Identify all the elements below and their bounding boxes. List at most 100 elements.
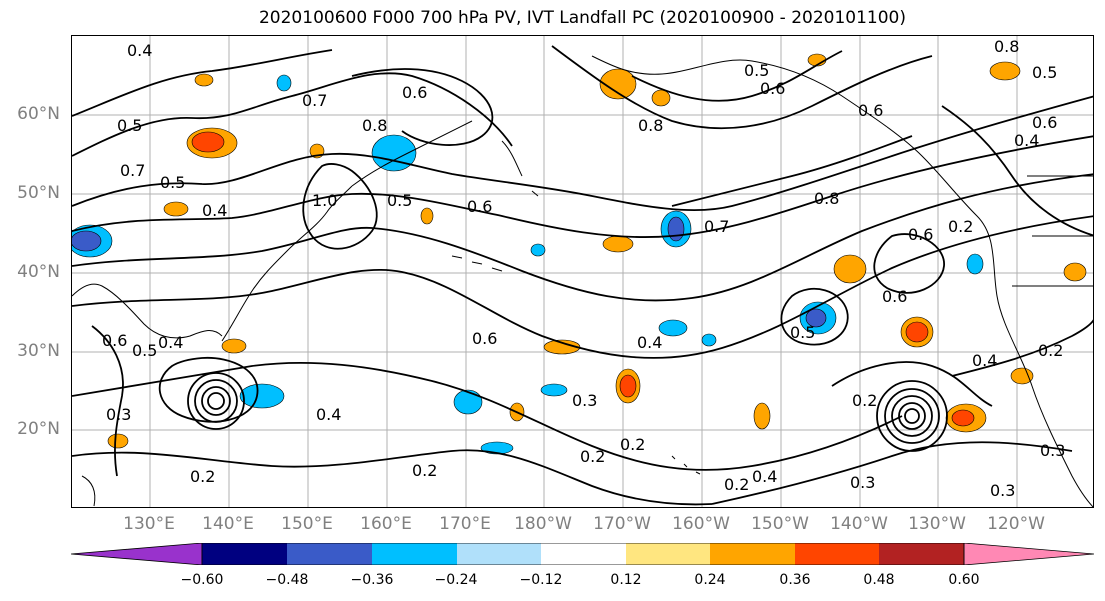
cyclone-contour <box>876 380 948 452</box>
contour-label: 0.5 <box>160 173 185 192</box>
shade-blob <box>276 74 292 92</box>
shade-blob <box>833 254 867 284</box>
cyclone-contour <box>898 402 926 430</box>
contour-label: 0.2 <box>580 447 605 466</box>
colorbar <box>71 543 1094 565</box>
lon-label: 130°W <box>908 514 966 534</box>
contour-line <box>72 361 903 471</box>
contour-line <box>72 72 513 157</box>
contour-label: 0.5 <box>387 191 412 210</box>
contour-label: 0.7 <box>704 217 729 236</box>
shade-blob <box>453 389 483 415</box>
colorbar-tick-label: −0.60 <box>180 572 224 588</box>
contour-label: 0.8 <box>638 116 663 135</box>
shade-blob <box>701 333 717 347</box>
shade-blob <box>239 383 285 409</box>
contour-label: 0.2 <box>412 461 437 480</box>
shade-blob <box>420 207 434 225</box>
contour-label: 0.7 <box>120 161 145 180</box>
contour-label: 0.8 <box>994 37 1019 56</box>
shade-blob <box>989 61 1021 81</box>
lon-label: 140°E <box>202 514 254 534</box>
shade-blob <box>599 68 637 100</box>
colorbar-segment <box>795 543 879 565</box>
shade-blob <box>221 338 247 354</box>
colorbar-segment <box>457 543 541 565</box>
graticule <box>72 36 1093 507</box>
contour-label: 0.4 <box>127 41 152 60</box>
lon-label: 180°W <box>514 514 572 534</box>
shade-blob <box>107 433 129 449</box>
coastline-north-america <box>591 55 1093 507</box>
contour-label: 0.8 <box>362 116 387 135</box>
contour-line <box>72 135 1093 238</box>
lon-label: 160°W <box>672 514 730 534</box>
lon-label: 170°W <box>593 514 651 534</box>
colorbar-segment <box>541 543 626 565</box>
coastline-japan <box>221 185 353 342</box>
map-title: 2020100600 F000 700 hPa PV, IVT Landfall… <box>258 8 906 28</box>
colorbar-segment <box>879 543 964 565</box>
colorbar-tick-label: −0.24 <box>434 572 478 588</box>
contour-label: 0.5 <box>117 116 142 135</box>
pv-contours <box>72 45 1093 506</box>
lon-label: 150°W <box>751 514 809 534</box>
shade-blob <box>540 383 568 397</box>
coastline-hawaii <box>671 455 701 475</box>
contour-label: 0.4 <box>637 333 662 352</box>
political-borders <box>1012 175 1093 287</box>
colorbar-tick-label: 0.12 <box>610 572 642 588</box>
contour-label: 0.5 <box>132 341 157 360</box>
contour-label: 0.6 <box>760 79 785 98</box>
colorbar-tick-label: 0.60 <box>948 572 980 588</box>
cyclone-contour <box>884 388 940 444</box>
cyclone-contour <box>904 408 920 424</box>
lat-label: 20°N <box>17 419 60 439</box>
contour-label: 0.4 <box>158 333 183 352</box>
contour-line <box>72 449 713 506</box>
contour-line <box>551 45 933 130</box>
contour-label: 0.3 <box>990 481 1015 500</box>
coastline-kurils <box>351 120 473 187</box>
lon-label: 160°E <box>360 514 412 534</box>
shade-blob <box>667 216 685 242</box>
contour-line <box>91 325 124 477</box>
colorbar-tick-label: −0.12 <box>519 572 563 588</box>
shade-blob <box>619 374 637 398</box>
coastline-aleutians-segment <box>451 255 503 272</box>
colorbar-tick-label: 0.24 <box>694 572 726 588</box>
shade-blob <box>72 230 102 252</box>
contour-label: 0.4 <box>752 467 777 486</box>
colorbar-segment <box>710 543 795 565</box>
shade-blob <box>658 319 688 337</box>
contour-label: 0.3 <box>106 405 131 424</box>
shade-blob <box>905 321 929 343</box>
contour-label: 0.2 <box>852 391 877 410</box>
contour-line <box>351 68 494 146</box>
contour-label: 0.6 <box>1032 113 1057 132</box>
cyclone-contour <box>187 372 245 430</box>
map-canvas: 0.4 0.5 0.6 0.7 0.8 0.5 0.5 0.7 0.4 0.6 … <box>72 36 1093 507</box>
contour-label: 0.2 <box>620 435 645 454</box>
cyclone-contour <box>891 395 933 437</box>
contour-label: 0.6 <box>908 225 933 244</box>
contour-label: 0.6 <box>467 197 492 216</box>
contour-line <box>873 233 945 294</box>
colorbar-extend-low <box>71 543 203 565</box>
contour-line <box>711 441 1073 505</box>
shade-blob <box>602 235 634 253</box>
lat-label: 50°N <box>17 183 60 203</box>
contour-label: 0.4 <box>202 201 227 220</box>
colorbar-segment <box>202 543 287 565</box>
shade-blob <box>951 409 975 427</box>
lon-label: 170°E <box>439 514 491 534</box>
contour-label: 0.2 <box>190 467 215 486</box>
cyclone-contour <box>201 386 231 416</box>
colorbar-tick-label: −0.36 <box>350 572 394 588</box>
contour-line <box>72 215 1093 359</box>
colorbar-segment <box>287 543 372 565</box>
contour-labels: 0.4 0.5 0.6 0.7 0.8 0.5 0.5 0.7 0.4 0.6 … <box>102 37 1065 500</box>
contour-label: 0.5 <box>790 323 815 342</box>
contour-label: 0.4 <box>972 351 997 370</box>
lon-label: 120°W <box>987 514 1045 534</box>
